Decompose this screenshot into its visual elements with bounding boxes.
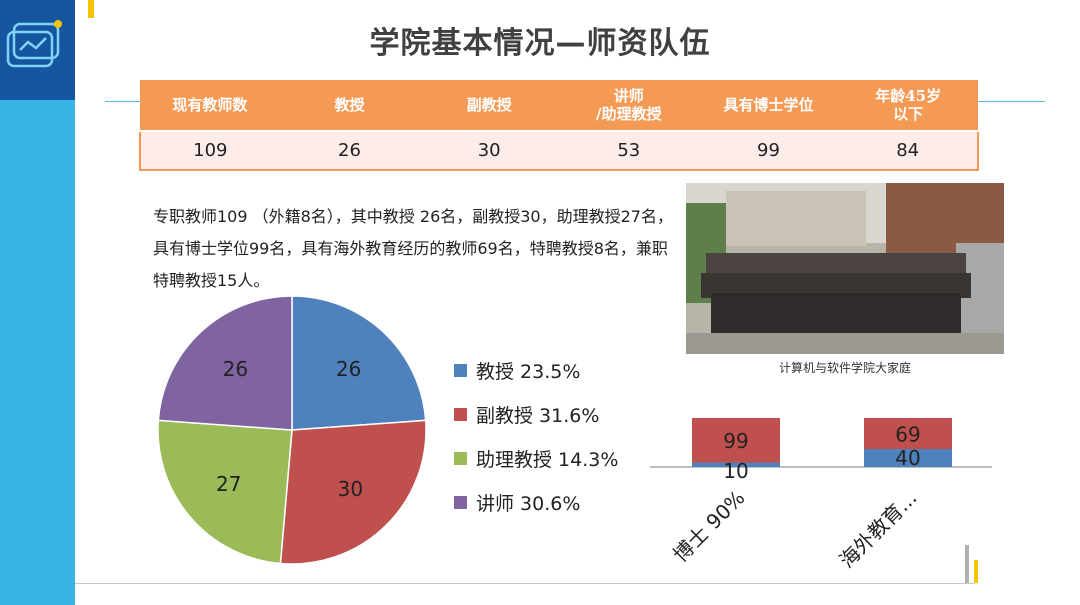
pie-slice	[157, 295, 293, 431]
table-header-cell: 教授	[279, 80, 420, 132]
legend-swatch	[454, 451, 467, 465]
table-header-cell: 具有博士学位	[698, 80, 839, 132]
bar-segment	[864, 449, 952, 467]
pie-legend: 教授 23.5% 副教授 31.6% 助理教授 14.3% 讲师 30.6%	[454, 348, 618, 524]
table-cell: 26	[279, 131, 420, 171]
table-header-cell: 年龄45岁 以下	[838, 80, 978, 132]
faculty-stats-table: 现有教师数 教授 副教授 讲师 /助理教授 具有博士学位 年龄45岁 以下 10…	[139, 80, 979, 171]
legend-label: 助理教授 14.3%	[476, 448, 619, 471]
bar-segment	[692, 417, 780, 463]
table-header-cell: 现有教师数	[140, 80, 280, 132]
pie-slice	[291, 295, 427, 431]
photo-caption: 计算机与软件学院大家庭	[778, 361, 911, 375]
pie-data-label: 26	[223, 357, 248, 381]
legend-label: 教授 23.5%	[476, 360, 581, 383]
bar-category-label: 博士 90%	[668, 486, 749, 567]
top-accent-bar	[88, 0, 94, 18]
bar-category-label: 海外教育...	[835, 486, 922, 573]
slides-logo-icon	[6, 20, 62, 68]
pie-slice	[157, 419, 293, 565]
legend-swatch	[454, 363, 467, 377]
corner-decor-bar	[965, 545, 969, 583]
pie-data-label: 27	[216, 472, 241, 496]
table-header-cell: 讲师 /助理教授	[558, 80, 699, 132]
legend-item: 副教授 31.6%	[454, 392, 618, 436]
legend-label: 讲师 30.6%	[476, 492, 581, 515]
logo-panel	[0, 0, 75, 100]
table-cell: 109	[139, 131, 280, 171]
left-decor-bar	[0, 0, 75, 605]
table-cell: 53	[558, 131, 699, 171]
table-cell: 99	[698, 131, 839, 171]
bar-segment	[864, 417, 952, 449]
legend-item: 讲师 30.6%	[454, 480, 618, 524]
footer-divider	[75, 583, 975, 584]
bar-data-label: 40	[895, 446, 920, 470]
table-cell: 30	[419, 131, 559, 171]
pie-data-label: 26	[336, 357, 361, 381]
bar-segment	[692, 462, 780, 467]
corner-accent-bar	[974, 560, 978, 583]
table-header-row: 现有教师数 教授 副教授 讲师 /助理教授 具有博士学位 年龄45岁 以下	[140, 80, 978, 132]
faculty-group-photo	[686, 183, 1004, 354]
legend-item: 教授 23.5%	[454, 348, 618, 392]
legend-label: 副教授 31.6%	[476, 404, 600, 427]
bar-data-label: 99	[723, 429, 748, 453]
table-header-cell: 副教授	[419, 80, 559, 132]
slide-title: 学院基本情况—师资队伍	[369, 26, 711, 61]
legend-item: 助理教授 14.3%	[454, 436, 618, 480]
faculty-description: 专职教师109 （外籍8名），其中教授 26名，副教授30，助理教授27名，具有…	[153, 207, 673, 290]
table-cell: 84	[838, 131, 979, 171]
stacked-bar-chart: 10 99 博士 90% 40 69 海外教育...	[640, 400, 1020, 594]
group-photo-image	[686, 183, 1004, 354]
legend-swatch	[454, 495, 467, 509]
legend-swatch	[454, 407, 467, 421]
table-row: 109 26 30 53 99 84	[139, 131, 979, 171]
pie-data-label: 30	[338, 477, 363, 501]
pie-chart: 26 30 27 26	[150, 290, 440, 584]
bar-data-label: 10	[723, 459, 748, 483]
bar-data-label: 69	[895, 422, 920, 446]
pie-chart-svg: 26 30 27 26	[157, 295, 427, 565]
pie-slice	[279, 419, 427, 565]
